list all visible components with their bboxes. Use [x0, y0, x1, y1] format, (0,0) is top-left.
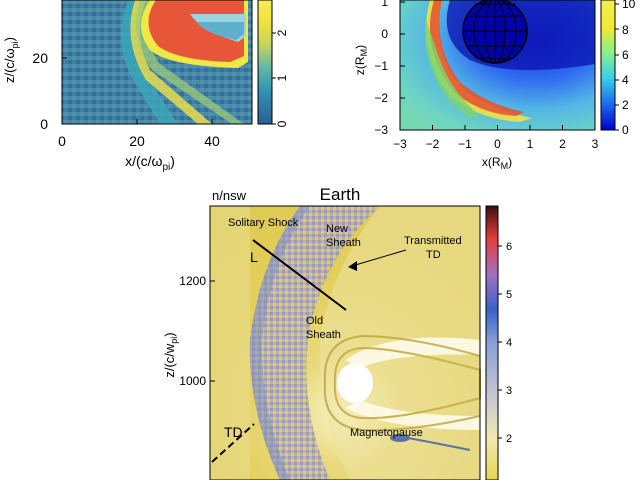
panel-b-xtick-4: 1 [527, 137, 534, 151]
panel-a-ytick-0: 0 [40, 116, 48, 132]
panel-b-ytick-0: 1 [381, 0, 388, 9]
panel-b-colorbar [600, 0, 616, 131]
panel-a-xtick-1: 20 [129, 133, 145, 149]
panel-c-colorbar-title: n/nsw [212, 188, 247, 203]
panel-b-xtick-0: −3 [393, 137, 407, 151]
annotation-new-sheath-2: Sheath [326, 237, 361, 249]
panel-c-cbar-tick-4: 2 [506, 433, 512, 445]
panel-b-ytick-1: 0 [381, 27, 388, 41]
panel-a-xtick-2: 40 [204, 133, 220, 149]
panel-b-cbar-tick-5: 0 [622, 123, 629, 137]
panel-c-ytick-0: 1200 [179, 274, 206, 288]
panel-b-ylabel: z(RM) [353, 45, 369, 75]
panel-c-cbar-tick-0: 6 [506, 241, 512, 253]
panel-a-colorbar [257, 0, 273, 125]
annotation-new-sheath-1: New [326, 223, 348, 235]
panel-b-xtick-6: 3 [592, 137, 599, 151]
panel-a-ylabel: z/(c/ωpi) [2, 37, 20, 83]
panel-b-cbar-tick-1: 8 [622, 23, 629, 37]
panel-a-heatmap [62, 0, 252, 124]
panel-b-cbar-tick-4: 2 [622, 98, 629, 112]
panel-b-xtick-1: −2 [426, 137, 440, 151]
annotation-old-sheath-2: Sheath [306, 329, 341, 341]
td-dashed-line [211, 423, 255, 463]
annotation-transmitted-td-1: Transmitted [404, 235, 462, 247]
panel-c: n/nsw Earth 1200 1000 z/(c/wpi) Solitary… [162, 185, 512, 480]
panel-a-xlabel: x/(c/ωpi) [125, 153, 175, 173]
annotation-td: TD [224, 424, 243, 440]
panel-b-xlabel: x(RM) [482, 155, 512, 171]
panel-c-ylabel: z/(c/wpi) [162, 332, 179, 377]
panel-b-cbar-tick-0: 10 [622, 0, 636, 11]
annotation-solitary-shock: Solitary Shock [228, 217, 299, 229]
panel-b-xtick-5: 2 [559, 137, 566, 151]
panel-a-cbar-tick-0: 0 [275, 120, 289, 127]
panel-b-ytick-2: −1 [374, 59, 388, 73]
panel-b-ytick-3: −2 [374, 91, 388, 105]
annotation-magnetopause: Magnetopause [350, 427, 423, 439]
panel-a-xtick-0: 0 [58, 133, 66, 149]
annotation-line-label: L [250, 249, 258, 265]
panel-b-xtick-2: −1 [458, 137, 472, 151]
panel-b-cbar-tick-3: 4 [622, 73, 629, 87]
panel-c-colorbar [485, 205, 499, 480]
panel-c-cbar-tick-3: 3 [506, 385, 512, 397]
panel-a-cbar-tick-2: 2 [275, 29, 289, 36]
panel-a: 0 20 40 0 20 x/(c/ωpi) z/(c/ωpi) 0 1 2 [2, 0, 289, 173]
panel-b-xtick-3: 0 [494, 137, 501, 151]
panel-c-title: Earth [320, 185, 361, 204]
panel-b-cbar-tick-2: 6 [622, 48, 629, 62]
annotation-transmitted-td-2: TD [426, 249, 441, 261]
mercury-globe [462, 0, 528, 64]
panel-a-cbar-tick-1: 1 [275, 74, 289, 81]
cut-line-l [252, 239, 347, 311]
panel-c-cbar-tick-2: 4 [506, 337, 512, 349]
panel-c-cbar-tick-1: 5 [506, 289, 512, 301]
panel-b: −3 −2 −1 0 1 2 3 1 0 −1 −2 −3 x(RM) z(RM… [353, 0, 636, 171]
panel-c-ytick-1: 1000 [179, 374, 206, 388]
panel-b-ytick-4: −3 [374, 123, 388, 137]
panel-c-heatmap [210, 206, 481, 480]
panel-a-ytick-1: 20 [32, 50, 48, 66]
annotation-old-sheath-1: Old [306, 315, 323, 327]
transmitted-td-arrow [348, 249, 407, 271]
